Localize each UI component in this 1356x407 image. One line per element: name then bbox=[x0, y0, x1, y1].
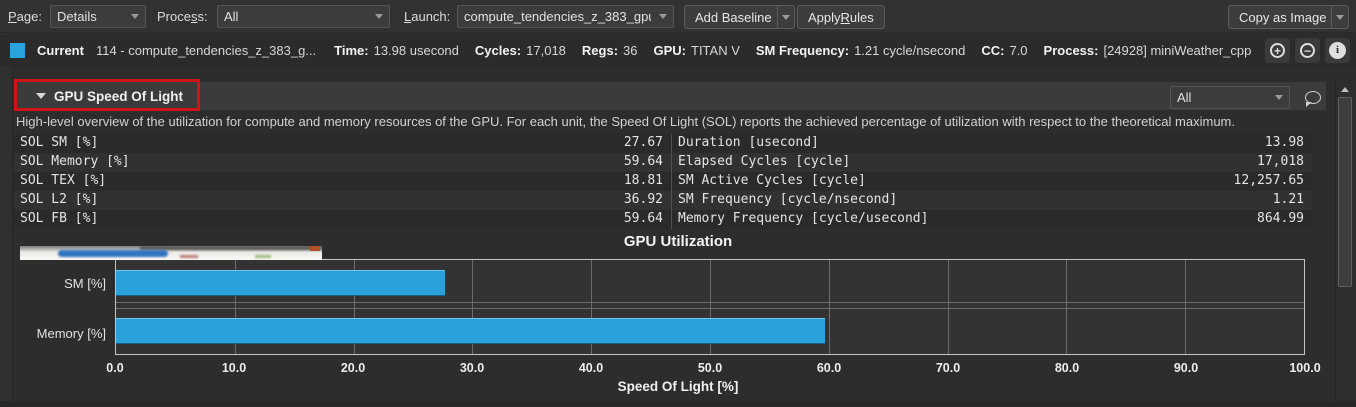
current-color-swatch bbox=[10, 43, 25, 58]
metric-process: Process: [24928] miniWeather_cpp bbox=[1043, 43, 1252, 58]
page-select[interactable]: Details bbox=[50, 5, 146, 28]
comment-button[interactable] bbox=[1300, 85, 1326, 109]
kernel-name: 114 - compute_tendencies_z_383_g... bbox=[95, 43, 317, 58]
gridline bbox=[1185, 260, 1187, 354]
metric-gpu: GPU: TITAN V bbox=[653, 43, 740, 58]
category-label-sm: SM [%] bbox=[64, 276, 106, 291]
speech-bubble-icon bbox=[1305, 90, 1321, 107]
section-filter-select[interactable]: All bbox=[1170, 85, 1290, 109]
metric-regs: Regs: 36 bbox=[581, 43, 638, 58]
x-tick: 80.0 bbox=[1054, 361, 1080, 375]
minus-circle-icon: − bbox=[1300, 43, 1315, 58]
summary-actions: + − i bbox=[1265, 38, 1350, 63]
current-result-bar: Current 114 - compute_tendencies_z_383_g… bbox=[0, 34, 1356, 67]
bar-memory[interactable] bbox=[116, 318, 825, 344]
gridline bbox=[947, 260, 949, 354]
category-label-memory: Memory [%] bbox=[36, 326, 106, 341]
table-row[interactable]: SOL TEX [%] 18.81 SM Active Cycles [cycle… bbox=[14, 172, 1326, 191]
x-tick: 0.0 bbox=[106, 361, 124, 375]
table-row[interactable]: SOL FB [%] 59.64 Memory Frequency [cycle/… bbox=[14, 210, 1326, 229]
launch-select[interactable]: compute_tendencies_z_383_gpu bbox=[457, 5, 674, 28]
gridline bbox=[591, 260, 593, 354]
info-icon: i bbox=[1329, 42, 1346, 59]
bar-sm[interactable] bbox=[116, 270, 445, 296]
process-select[interactable]: All bbox=[217, 5, 390, 28]
x-tick: 20.0 bbox=[340, 361, 366, 375]
x-tick: 60.0 bbox=[816, 361, 842, 375]
thumbnail-artifact bbox=[20, 246, 322, 260]
metric-sm-frequency: SM Frequency: 1.21 cycle/nsecond bbox=[755, 43, 966, 58]
section-title: GPU Speed Of Light bbox=[54, 88, 184, 104]
chevron-down-icon bbox=[659, 14, 667, 19]
scrollbar-thumb[interactable] bbox=[1338, 97, 1352, 287]
current-label: Current bbox=[37, 43, 84, 58]
chevron-down-icon bbox=[131, 14, 139, 19]
scrollbar-up-button[interactable] bbox=[1336, 82, 1354, 96]
section-header-controls: All bbox=[1170, 85, 1326, 109]
gridline bbox=[353, 260, 355, 354]
gridline bbox=[472, 260, 474, 354]
left-gutter bbox=[0, 0, 13, 407]
metric-cycles: Cycles: 17,018 bbox=[474, 43, 566, 58]
expand-sections-button[interactable]: + bbox=[1265, 38, 1290, 63]
x-tick: 30.0 bbox=[459, 361, 485, 375]
chevron-down-icon bbox=[1275, 94, 1283, 100]
chevron-down-icon bbox=[782, 14, 790, 20]
page-label: Page: bbox=[8, 9, 42, 24]
table-row[interactable]: SOL SM [%] 27.67 Duration [usecond] 13.98 bbox=[14, 134, 1326, 153]
chevron-down-icon bbox=[375, 14, 383, 19]
copy-as-image-button[interactable]: Copy as Image bbox=[1228, 5, 1338, 29]
toolbar: Page: Details Process: All Launch: compu… bbox=[0, 0, 1356, 33]
x-axis-ticks: 0.0 10.0 20.0 30.0 40.0 50.0 60.0 70.0 8… bbox=[106, 361, 1320, 377]
gridline bbox=[116, 302, 1304, 303]
chart-title: GPU Utilization bbox=[623, 233, 733, 250]
chevron-down-icon bbox=[1336, 14, 1344, 20]
gridline bbox=[710, 260, 711, 354]
process-label: Process: bbox=[157, 9, 208, 24]
add-baseline-dropdown-button[interactable] bbox=[777, 5, 795, 29]
copy-as-image-dropdown-button[interactable] bbox=[1331, 5, 1349, 29]
section-header-gpu-speed-of-light[interactable]: GPU Speed Of Light bbox=[14, 82, 1326, 110]
section-description: High-level overview of the utilization f… bbox=[16, 114, 1235, 129]
x-tick: 90.0 bbox=[1173, 361, 1199, 375]
x-tick: 10.0 bbox=[221, 361, 247, 375]
plus-circle-icon: + bbox=[1270, 43, 1285, 58]
info-button[interactable]: i bbox=[1325, 38, 1350, 63]
add-baseline-button[interactable]: Add Baseline bbox=[684, 5, 783, 29]
launch-label: Launch: bbox=[404, 9, 451, 24]
sol-metrics-table: SOL SM [%] 27.67 Duration [usecond] 13.98 … bbox=[14, 134, 1326, 229]
metric-time: Time: 13.98 usecond bbox=[334, 43, 459, 58]
collapse-sections-button[interactable]: − bbox=[1295, 38, 1320, 63]
x-tick: 50.0 bbox=[697, 361, 723, 375]
gridline bbox=[234, 260, 236, 354]
table-row[interactable]: SOL L2 [%] 36.92 SM Frequency [cycle/nsec… bbox=[14, 191, 1326, 210]
bottom-edge bbox=[0, 401, 1356, 407]
vertical-scrollbar[interactable] bbox=[1335, 82, 1354, 407]
collapse-triangle-icon[interactable] bbox=[36, 93, 46, 99]
gridline bbox=[828, 260, 830, 354]
metric-cc: CC: 7.0 bbox=[981, 43, 1028, 58]
gridline bbox=[116, 308, 1304, 309]
x-tick: 70.0 bbox=[935, 361, 961, 375]
table-row[interactable]: SOL Memory [%] 59.64 Elapsed Cycles [cycl… bbox=[14, 153, 1326, 172]
gridline bbox=[1066, 260, 1068, 354]
x-axis-label: Speed Of Light [%] bbox=[617, 379, 739, 394]
x-tick: 40.0 bbox=[578, 361, 604, 375]
chart-plot-area bbox=[115, 259, 1305, 355]
arrow-up-icon bbox=[1341, 86, 1349, 92]
x-tick: 100.0 bbox=[1289, 361, 1321, 375]
